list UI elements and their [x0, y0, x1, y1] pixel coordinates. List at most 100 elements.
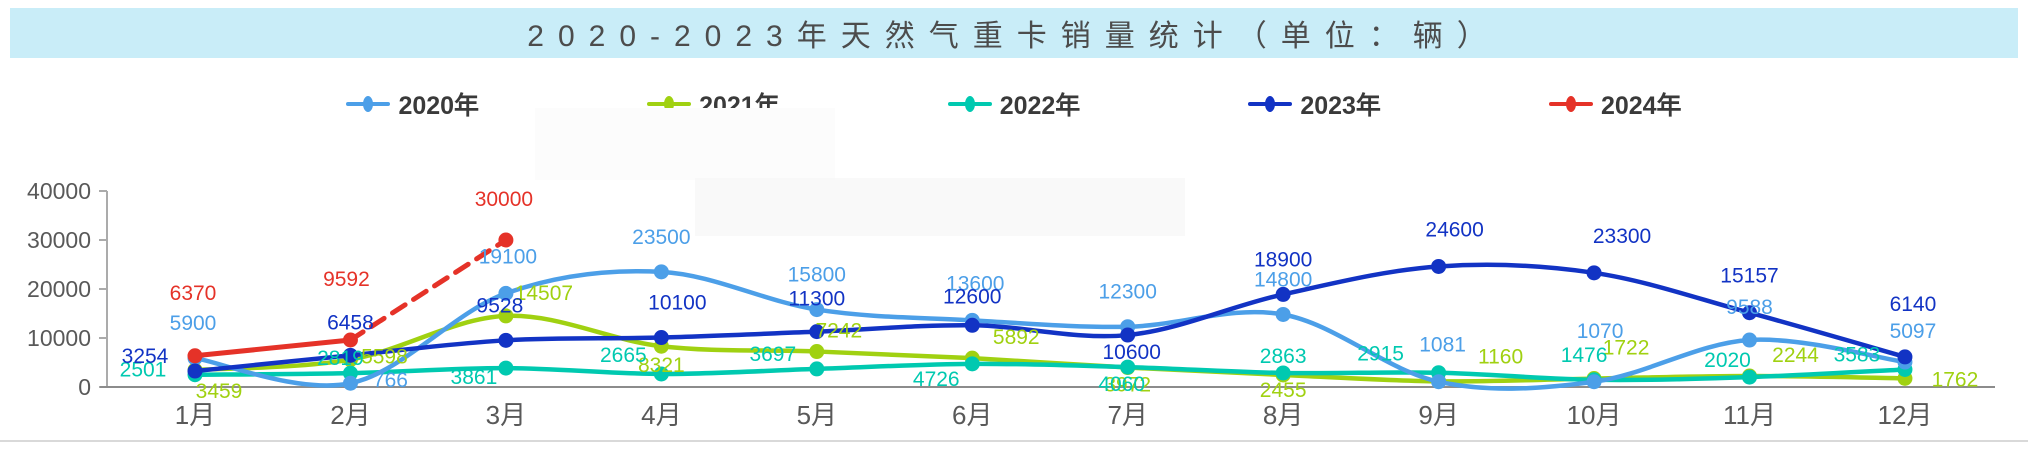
data-point-2024年[interactable] [187, 348, 203, 364]
data-point-2020年[interactable] [342, 375, 358, 391]
data-label-2020年: 766 [373, 369, 408, 392]
x-axis-label: 7月 [1107, 400, 1147, 430]
data-label-2020年: 12300 [1098, 281, 1156, 304]
legend-line-marker-icon [947, 96, 992, 112]
data-label-2020年: 13600 [946, 272, 1004, 295]
legend-item-2023年[interactable]: 2023年 [1248, 86, 1381, 122]
data-point-2020年[interactable] [1275, 306, 1291, 322]
data-point-2024年[interactable] [342, 332, 358, 348]
legend-item-2024年[interactable]: 2024年 [1548, 86, 1682, 122]
data-label-2023年: 9528 [477, 294, 524, 317]
legend-label: 2020年 [398, 92, 480, 120]
x-axis-label: 3月 [486, 400, 526, 430]
x-axis-label: 5月 [797, 400, 837, 430]
data-point-2023年[interactable] [498, 332, 514, 348]
legend-line-marker-icon [647, 96, 692, 112]
data-label-2021年: 5598 [361, 346, 408, 369]
legend-label: 2023年 [1300, 92, 1381, 120]
data-label-2021年: 1722 [1603, 337, 1650, 360]
data-point-2022年[interactable] [1120, 359, 1136, 375]
data-point-2022年[interactable] [1742, 369, 1757, 385]
data-point-2023年[interactable] [342, 347, 358, 363]
data-label-2021年: 3459 [196, 380, 243, 403]
data-point-2021年[interactable] [809, 344, 825, 360]
data-label-2021年: 1160 [1478, 345, 1523, 368]
data-point-2020年[interactable] [1742, 332, 1757, 348]
data-label-2022年: 3697 [749, 343, 796, 366]
data-point-2020年[interactable] [653, 264, 669, 280]
data-point-2022年[interactable] [964, 356, 980, 372]
data-label-2024年: 6370 [170, 282, 217, 305]
x-axis-label: 4月 [641, 400, 681, 430]
data-label-2021年: 1762 [1932, 368, 1979, 391]
data-point-2022年[interactable] [809, 361, 825, 377]
legend-dot-marker-icon [964, 96, 975, 112]
legend-dot-marker-icon [363, 96, 374, 112]
legend-item-2022年[interactable]: 2022年 [947, 86, 1081, 122]
legend-line-marker-icon [1548, 96, 1593, 112]
data-point-2022年[interactable] [1275, 365, 1291, 381]
data-point-2023年[interactable] [187, 363, 203, 379]
data-label-2021年: 14507 [515, 282, 573, 305]
data-label-2021年: 5892 [993, 326, 1040, 349]
data-point-2020年[interactable] [809, 302, 825, 318]
data-point-2022年[interactable] [653, 366, 669, 382]
y-axis-tick-label: 0 [78, 374, 91, 400]
legend-label: 2024年 [1600, 92, 1682, 120]
data-point-2022年[interactable] [498, 360, 514, 376]
data-label-2020年: 5900 [170, 312, 217, 335]
data-point-2020年[interactable] [1586, 374, 1602, 390]
data-point-2024年[interactable] [498, 232, 514, 248]
data-label-2021年: 2455 [1260, 379, 1307, 402]
data-point-2020年[interactable] [498, 285, 514, 301]
data-label-2020年: 23500 [632, 226, 690, 249]
data-label-2022年: 2915 [1357, 343, 1404, 366]
data-label-2021年: 8321 [638, 354, 685, 377]
data-label-2022年: 2501 [120, 359, 167, 382]
data-point-2023年[interactable] [964, 317, 980, 333]
data-label-2020年: 19100 [479, 245, 537, 268]
data-label-2022年: 4060 [1098, 373, 1145, 396]
data-label-2022年: 2665 [600, 344, 647, 367]
data-label-2020年: 15800 [788, 264, 846, 287]
data-point-2023年[interactable] [1586, 265, 1602, 281]
data-label-2023年: 10600 [1102, 341, 1160, 364]
data-label-2020年: 5097 [1890, 320, 1937, 343]
series-line-2024年 [347, 237, 509, 343]
data-label-2023年: 11300 [788, 288, 845, 311]
series-line-2023年 [192, 262, 1908, 374]
x-axis-label: 8月 [1263, 400, 1303, 430]
y-axis-tick-label: 40000 [27, 178, 91, 204]
data-point-2023年[interactable] [653, 330, 669, 346]
x-axis-label: 12月 [1877, 400, 1932, 430]
data-point-2023年[interactable] [1742, 305, 1757, 321]
data-label-2023年: 15157 [1720, 265, 1778, 288]
legend-dot-marker-icon [1265, 96, 1276, 112]
legend-dot-marker-icon [1565, 96, 1576, 112]
y-axis-tick-label: 10000 [27, 325, 91, 351]
legend-item-2020年[interactable]: 2020年 [346, 86, 479, 122]
x-axis-label: 1月 [175, 400, 215, 430]
data-label-2021年: 3972 [1104, 374, 1151, 397]
data-point-2020年[interactable] [1431, 374, 1447, 390]
data-label-2023年: 12600 [943, 285, 1001, 308]
data-label-2022年: 4726 [913, 368, 960, 391]
legend-line-marker-icon [346, 96, 391, 112]
series-line-2024年 [192, 337, 353, 359]
data-point-2023年[interactable] [1897, 349, 1913, 365]
series-line-2020年 [192, 268, 1908, 391]
x-axis-label: 10月 [1567, 400, 1622, 430]
data-label-2022年: 2863 [1260, 345, 1307, 368]
data-point-2023年[interactable] [1431, 258, 1447, 274]
data-point-2023年[interactable] [1275, 286, 1291, 302]
x-axis-label: 11月 [1723, 400, 1776, 430]
data-point-2021年[interactable] [498, 308, 514, 324]
data-label-2023年: 10100 [648, 292, 706, 315]
data-point-2023年[interactable] [1120, 327, 1136, 343]
legend-label: 2022年 [999, 92, 1081, 120]
data-point-2023年[interactable] [809, 324, 825, 340]
x-axis-label: 9月 [1418, 400, 1458, 430]
title-bar: 2020-2023年天然气重卡销量统计（单位：辆） [10, 8, 2018, 58]
x-axis-label: 6月 [952, 400, 992, 430]
